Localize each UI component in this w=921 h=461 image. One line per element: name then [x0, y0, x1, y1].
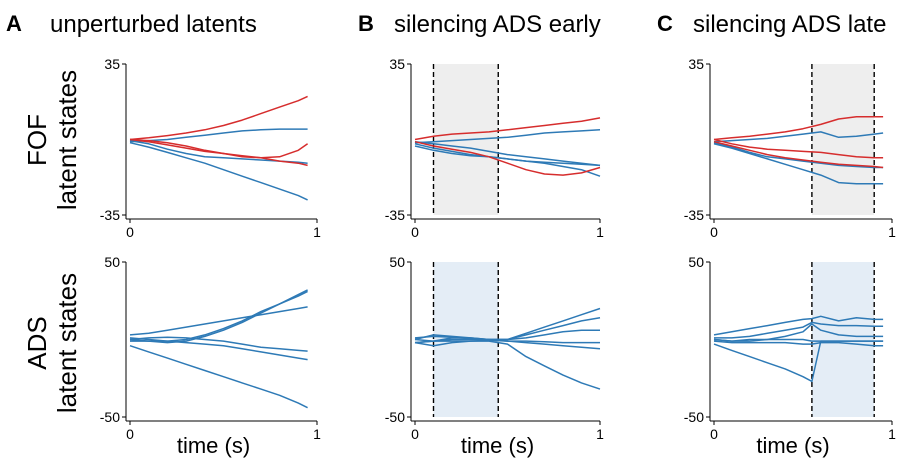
- y-tick-label-b-ads-0: 50: [389, 254, 405, 270]
- y-tick-label-a-fof-0: 35: [104, 56, 120, 72]
- panel-letter-a: A: [6, 11, 22, 36]
- plot-a-ads: 50 -50 0 1 time (s): [100, 254, 321, 458]
- x-tick-label-c-fof-0: 0: [710, 224, 718, 240]
- x-tick-label-c-fof-1: 1: [888, 224, 896, 240]
- column-title-c: silencing ADS late: [693, 11, 886, 38]
- row-label-fof-region: FOF: [22, 114, 52, 166]
- y-tick-label-c-ads-1: -50: [684, 409, 704, 425]
- column-title-a: unperturbed latents: [50, 11, 257, 38]
- y-tick-label-b-ads-1: -50: [385, 409, 405, 425]
- series-line-b-fof-5: [414, 145, 601, 177]
- y-tick-label-a-ads-0: 50: [104, 254, 120, 270]
- series-line-a-fof-5: [129, 141, 308, 201]
- series-line-c-ads-1: [714, 321, 884, 339]
- series-line-b-fof-0: [414, 117, 601, 141]
- x-tick-label-c-ads-1: 1: [888, 426, 896, 442]
- row-label-ads-states: latent states: [52, 273, 82, 413]
- row-label-ads-region: ADS: [22, 316, 52, 369]
- x-tick-label-a-ads-0: 0: [126, 426, 134, 442]
- series-line-a-ads-4: [130, 340, 308, 361]
- series-line-a-ads-2: [129, 290, 308, 342]
- x-tick-label-a-ads-1: 1: [313, 426, 321, 442]
- x-tick-label-a-fof-0: 0: [126, 224, 134, 240]
- plot-a-fof: 35 -35 0 1: [100, 56, 321, 240]
- series-line-a-ads-0: [129, 306, 308, 336]
- x-axis-label-b-ads: time (s): [461, 433, 534, 458]
- series-line-c-ads-2: [713, 323, 884, 342]
- row-label-fof-states: latent states: [52, 70, 82, 210]
- y-tick-label-c-fof-1: -35: [684, 207, 704, 223]
- series-line-c-fof-1: [713, 138, 884, 159]
- plot-grid: 35 -35 0 1 35 -35 0 1 35 -35 0 1 50 -50 0 1 time (s) 50 -5…: [100, 56, 896, 458]
- series-line-b-ads-5: [414, 340, 601, 390]
- series-line-a-ads-3: [129, 336, 308, 352]
- series-line-c-ads-5: [713, 340, 884, 383]
- silencing-window-c-fof: [811, 64, 875, 215]
- plot-b-ads: 50 -50 0 1 time (s): [385, 254, 604, 458]
- plot-c-ads: 50 -50 0 1 time (s): [684, 254, 896, 458]
- series-line-b-fof-3: [414, 140, 601, 167]
- series-line-b-ads-4: [414, 339, 601, 350]
- x-axis-label-c-ads: time (s): [756, 433, 829, 458]
- series-line-c-ads-4: [713, 340, 884, 347]
- panel-letter-c: C: [657, 11, 673, 36]
- x-tick-label-b-fof-0: 0: [411, 224, 419, 240]
- series-line-c-fof-2: [713, 140, 884, 169]
- x-tick-label-b-fof-1: 1: [596, 224, 604, 240]
- x-tick-label-c-ads-0: 0: [710, 426, 718, 442]
- plot-c-fof: 35 -35 0 1: [684, 56, 896, 240]
- series-line-c-fof-3: [713, 131, 884, 143]
- x-tick-label-a-fof-1: 1: [313, 224, 321, 240]
- y-tick-label-a-fof-1: -35: [100, 207, 120, 223]
- series-line-b-ads-2: [414, 329, 600, 341]
- y-tick-label-a-ads-1: -50: [100, 409, 120, 425]
- column-title-b: silencing ADS early: [394, 11, 601, 38]
- series-line-a-fof-2: [129, 138, 308, 167]
- series-line-a-ads-1: [129, 289, 308, 344]
- plot-b-fof: 35 -35 0 1: [385, 56, 604, 240]
- y-tick-label-b-fof-0: 35: [389, 56, 405, 72]
- y-tick-label-b-fof-1: -35: [385, 207, 405, 223]
- silencing-window-c-ads: [811, 262, 875, 417]
- series-line-b-fof-1: [414, 140, 601, 176]
- series-line-a-fof-3: [129, 128, 308, 143]
- series-line-c-ads-0: [713, 315, 884, 336]
- panel-letter-b: B: [358, 11, 374, 36]
- x-tick-label-b-ads-1: 1: [596, 426, 604, 442]
- series-line-c-fof-4: [713, 141, 884, 169]
- series-line-a-fof-0: [129, 95, 308, 141]
- x-axis-label-a-ads: time (s): [177, 433, 250, 458]
- series-line-c-fof-0: [713, 116, 884, 141]
- series-line-b-fof-2: [414, 129, 601, 144]
- series-line-a-fof-4: [129, 139, 308, 164]
- series-line-c-fof-5: [713, 143, 884, 185]
- x-tick-label-b-ads-0: 0: [411, 426, 419, 442]
- series-line-a-ads-5: [129, 344, 308, 409]
- y-tick-label-c-fof-0: 35: [688, 56, 704, 72]
- y-tick-label-c-ads-0: 50: [688, 254, 704, 270]
